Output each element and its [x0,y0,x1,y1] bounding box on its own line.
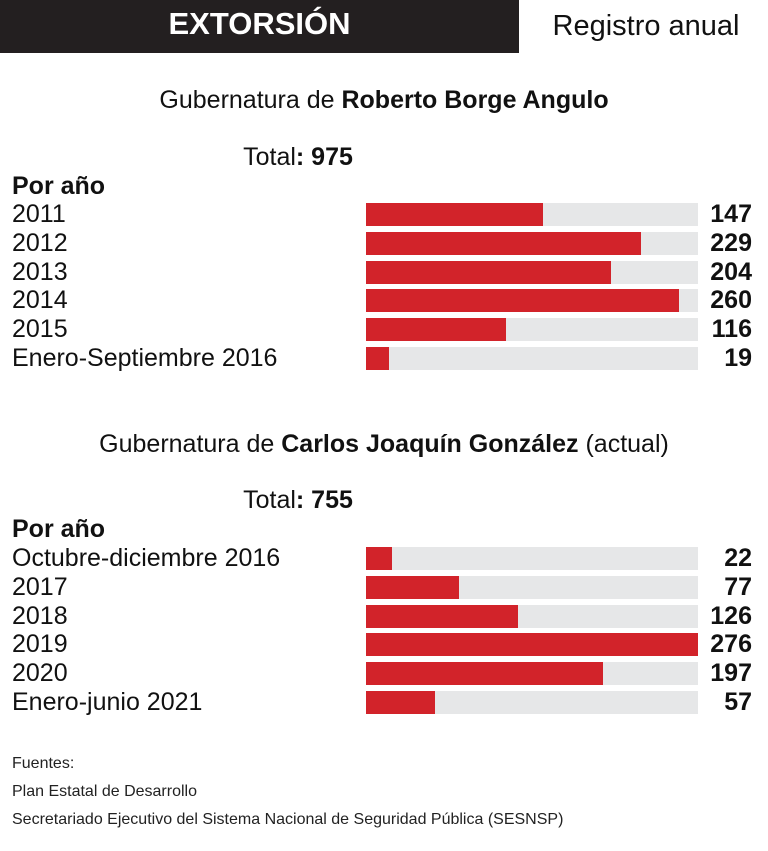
bar-value-label: 276 [710,630,752,658]
bar-track [366,261,698,284]
bar [366,576,459,599]
bar-track [366,232,698,255]
bar-track [366,576,698,599]
bar-value-label: 126 [710,602,752,630]
bar-category-label: Enero-junio 2021 [12,688,203,716]
bar-value-label: 229 [710,229,752,257]
chart-1-total: Total: 975 [0,143,596,172]
sources-line: Plan Estatal de Desarrollo [12,783,197,800]
chart-2-title-prefix: Gubernatura de [99,430,282,458]
chart-2-group-label: Por año [12,515,106,543]
bar [366,203,543,226]
bar-category-label: 2014 [12,286,68,314]
chart-2-total: Total: 755 [0,486,596,515]
bar [366,232,642,255]
bar-row: 2012 229 [0,229,768,257]
chart-2-title: Gubernatura de Carlos Joaquín González (… [0,430,768,459]
bar [366,691,435,714]
chart-2-total-label: Total [243,486,296,514]
bar-track [366,203,698,226]
bar-value-label: 77 [724,573,752,601]
header-banner [0,0,519,53]
chart-1-group-label: Por año [12,172,106,200]
header-subtitle: Registro anual [552,10,740,42]
bar-row: 2013 204 [0,258,768,286]
chart-1-title-name: Roberto Borge Angulo [341,86,609,114]
bar-row: Octubre-diciembre 2016 22 [0,544,768,572]
chart-1-title-prefix: Gubernatura de [159,86,342,114]
bar [366,547,393,570]
bar [366,605,518,628]
bar-track [366,318,698,341]
sources-heading: Fuentes: [12,755,75,772]
chart-2-total-value: : 755 [295,486,353,514]
bar-track [366,289,698,312]
bar-track [366,347,698,370]
bar-value-label: 116 [711,315,752,343]
bar-value-label: 197 [710,659,752,687]
bar-category-label: 2012 [12,229,68,257]
chart-2-title-name: Carlos Joaquín González [281,430,579,458]
bar [366,261,612,284]
bar-category-label: 2015 [12,315,68,343]
bar-track [366,691,698,714]
bar-category-label: 2019 [12,630,68,658]
bar [366,289,679,312]
bar-row: 2018 126 [0,602,768,630]
bar-category-label: 2011 [12,200,66,228]
bar [366,347,389,370]
chart-1-total-label: Total [243,143,296,171]
bar-category-label: Enero-Septiembre 2016 [12,344,278,372]
bar-row: 2014 260 [0,286,768,314]
sources-line: Secretariado Ejecutivo del Sistema Nacio… [12,811,564,828]
bar-row: 2020 197 [0,659,768,687]
bar [366,633,698,656]
bar-row: Enero-Septiembre 2016 19 [0,344,768,372]
bar-row: 2019 276 [0,630,768,658]
bar-value-label: 204 [710,258,752,286]
chart-1-title: Gubernatura de Roberto Borge Angulo [0,86,768,115]
bar-track [366,633,698,656]
bar-row: Enero-junio 2021 57 [0,688,768,716]
sources: Fuentes: Plan Estatal de Desarrollo Secr… [12,750,563,834]
bar-row: 2015 116 [0,315,768,343]
bar-category-label: 2013 [12,258,68,286]
chart-1-total-value: : 975 [295,143,353,171]
bar-track [366,662,698,685]
bar-row: 2011 147 [0,200,768,228]
bar-row: 2017 77 [0,573,768,601]
bar-value-label: 147 [710,200,752,228]
bar-value-label: 260 [710,286,752,314]
bar-track [366,605,698,628]
bar-category-label: Octubre-diciembre 2016 [12,544,281,572]
bar-category-label: 2020 [12,659,68,687]
bar-value-label: 22 [724,544,752,572]
bar-value-label: 19 [724,344,752,372]
header-title: EXTORSIÓN [168,6,351,41]
bar-track [366,547,698,570]
chart-2-title-suffix: (actual) [578,430,669,458]
bar-category-label: 2018 [12,602,68,630]
bar [366,662,603,685]
bar-category-label: 2017 [12,573,68,601]
bar [366,318,506,341]
bar-value-label: 57 [724,688,752,716]
